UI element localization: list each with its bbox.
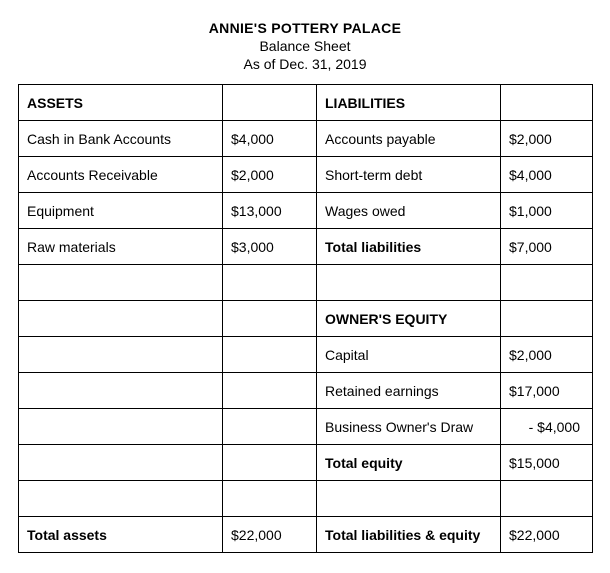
empty-cell [223, 337, 317, 373]
balance-sheet-table: ASSETS LIABILITIES Cash in Bank Accounts… [18, 84, 593, 553]
empty-cell [223, 409, 317, 445]
liability-value: $4,000 [501, 157, 593, 193]
grand-total-value: $22,000 [501, 517, 593, 553]
empty-cell [501, 301, 593, 337]
assets-total-value: $22,000 [223, 517, 317, 553]
empty-cell [501, 85, 593, 121]
table-row [19, 481, 593, 517]
liability-label: Short-term debt [317, 157, 501, 193]
asset-label: Raw materials [19, 229, 223, 265]
asset-value: $13,000 [223, 193, 317, 229]
asset-value: $3,000 [223, 229, 317, 265]
table-row: Business Owner's Draw - $4,000 [19, 409, 593, 445]
equity-value: $2,000 [501, 337, 593, 373]
table-row: Raw materials $3,000 Total liabilities $… [19, 229, 593, 265]
asset-label: Equipment [19, 193, 223, 229]
grand-total-label: Total liabilities & equity [317, 517, 501, 553]
table-row: Capital $2,000 [19, 337, 593, 373]
empty-cell [19, 301, 223, 337]
empty-cell [501, 481, 593, 517]
equity-label: Retained earnings [317, 373, 501, 409]
table-row: Total equity $15,000 [19, 445, 593, 481]
empty-cell [223, 445, 317, 481]
equity-total-value: $15,000 [501, 445, 593, 481]
liability-label: Accounts payable [317, 121, 501, 157]
table-row: Cash in Bank Accounts $4,000 Accounts pa… [19, 121, 593, 157]
equity-label: Capital [317, 337, 501, 373]
equity-label: Business Owner's Draw [317, 409, 501, 445]
empty-cell [223, 265, 317, 301]
table-row: Retained earnings $17,000 [19, 373, 593, 409]
asset-value: $4,000 [223, 121, 317, 157]
empty-cell [19, 481, 223, 517]
table-row: Accounts Receivable $2,000 Short-term de… [19, 157, 593, 193]
asset-label: Accounts Receivable [19, 157, 223, 193]
equity-value-negative: - $4,000 [501, 409, 593, 445]
liabilities-total-label: Total liabilities [317, 229, 501, 265]
empty-cell [501, 265, 593, 301]
assets-header: ASSETS [19, 85, 223, 121]
table-row: OWNER'S EQUITY [19, 301, 593, 337]
liabilities-total-value: $7,000 [501, 229, 593, 265]
liability-label: Wages owed [317, 193, 501, 229]
empty-cell [19, 445, 223, 481]
document-header: ANNIE'S POTTERY PALACE Balance Sheet As … [18, 20, 592, 72]
empty-cell [317, 481, 501, 517]
document-title: Balance Sheet [18, 38, 592, 54]
table-row [19, 265, 593, 301]
empty-cell [223, 481, 317, 517]
empty-cell [19, 337, 223, 373]
asset-label: Cash in Bank Accounts [19, 121, 223, 157]
liabilities-header: LIABILITIES [317, 85, 501, 121]
assets-total-label: Total assets [19, 517, 223, 553]
empty-cell [223, 301, 317, 337]
liability-value: $2,000 [501, 121, 593, 157]
empty-cell [19, 265, 223, 301]
table-row: Equipment $13,000 Wages owed $1,000 [19, 193, 593, 229]
liability-value: $1,000 [501, 193, 593, 229]
document-date: As of Dec. 31, 2019 [18, 56, 592, 72]
table-row: ASSETS LIABILITIES [19, 85, 593, 121]
company-name: ANNIE'S POTTERY PALACE [18, 20, 592, 36]
table-row: Total assets $22,000 Total liabilities &… [19, 517, 593, 553]
empty-cell [223, 85, 317, 121]
equity-total-label: Total equity [317, 445, 501, 481]
empty-cell [223, 373, 317, 409]
equity-value: $17,000 [501, 373, 593, 409]
asset-value: $2,000 [223, 157, 317, 193]
empty-cell [19, 409, 223, 445]
empty-cell [317, 265, 501, 301]
empty-cell [19, 373, 223, 409]
equity-header: OWNER'S EQUITY [317, 301, 501, 337]
